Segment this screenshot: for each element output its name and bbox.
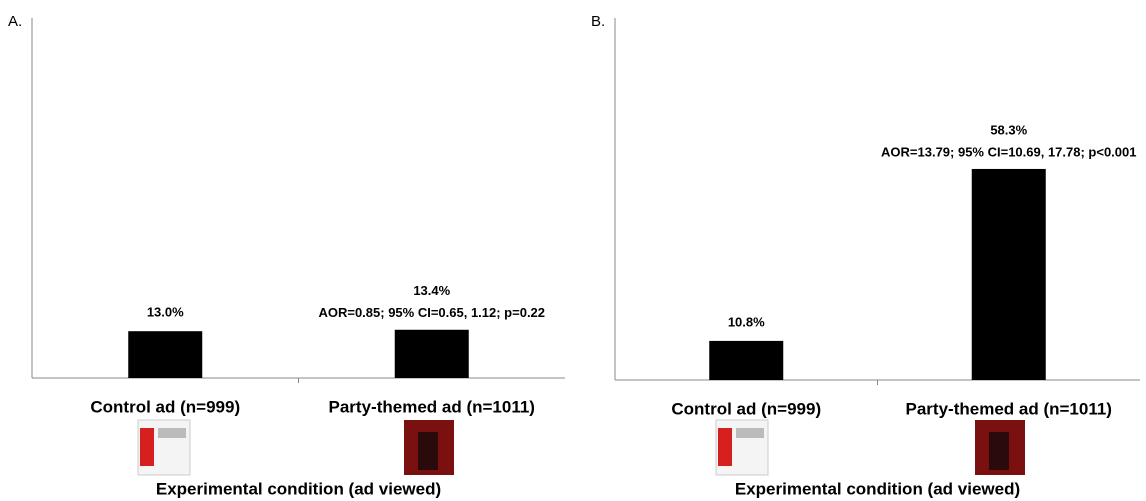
figure: A. Control ad (n=999) 13.0% Party-themed ad… bbox=[0, 0, 1146, 501]
party-ad-image bbox=[404, 420, 454, 475]
value-label: 58.3% bbox=[990, 122, 1027, 137]
page: {"chart_data": [ {"type": "bar", "title"… bbox=[0, 0, 1146, 501]
panel-title: B. bbox=[591, 13, 605, 30]
x-tick-label: Party-themed ad (n=1011) bbox=[906, 399, 1112, 418]
control-ad-image bbox=[138, 420, 190, 475]
value-label: 13.0% bbox=[147, 305, 184, 320]
bar bbox=[709, 341, 783, 380]
x-axis-label: Experimental condition (ad viewed) bbox=[735, 479, 1020, 498]
bar bbox=[972, 169, 1046, 380]
panel-title: A. bbox=[8, 13, 22, 30]
value-label: 10.8% bbox=[728, 314, 765, 329]
bar bbox=[395, 330, 469, 378]
party-ad-image bbox=[975, 420, 1025, 475]
annotation: AOR=13.79; 95% CI=10.69, 17.78; p<0.001 bbox=[881, 144, 1136, 159]
x-axis-label: Experimental condition (ad viewed) bbox=[156, 479, 441, 498]
control-ad-image bbox=[716, 420, 768, 475]
bar bbox=[128, 331, 202, 378]
annotation: AOR=0.85; 95% CI=0.65, 1.12; p=0.22 bbox=[318, 305, 545, 320]
x-tick-label: Control ad (n=999) bbox=[671, 399, 821, 418]
value-label: 13.4% bbox=[413, 283, 450, 298]
x-tick-label: Control ad (n=999) bbox=[90, 397, 240, 416]
x-tick-label: Party-themed ad (n=1011) bbox=[329, 397, 535, 416]
